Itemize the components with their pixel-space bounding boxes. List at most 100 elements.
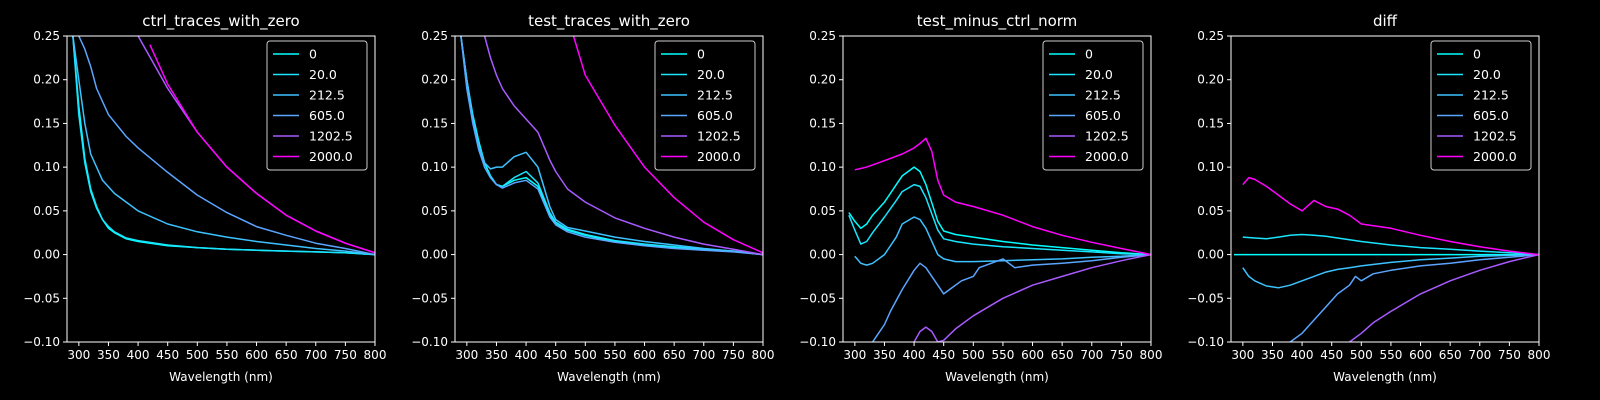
- x-tick-label: 500: [962, 348, 985, 362]
- y-tick-label: 0.05: [33, 204, 60, 218]
- y-tick-label: −0.05: [411, 291, 448, 305]
- y-tick-label: 0.15: [809, 116, 836, 130]
- y-tick-label: 0.20: [809, 73, 836, 87]
- axes-frame: [842, 35, 1152, 343]
- x-tick-label: 400: [515, 348, 538, 362]
- y-tick-label: 0.00: [1197, 248, 1224, 262]
- legend-entry: 0: [697, 47, 705, 62]
- y-tick-label: 0.00: [421, 248, 448, 262]
- y-tick-label: 0.00: [33, 248, 60, 262]
- series-line-212.5: [1242, 253, 1539, 289]
- legend-entry: 1202.5: [697, 129, 741, 144]
- x-tick-label: 350: [97, 348, 120, 362]
- y-tick-label: −0.05: [799, 291, 836, 305]
- y-tick-label: −0.05: [23, 291, 60, 305]
- legend-entry: 2000.0: [1473, 149, 1517, 164]
- chart-title: test_traces_with_zero: [528, 12, 690, 31]
- legend: 0 20.0 212.5 605.0 1202.5 2000.0: [654, 40, 756, 171]
- series-line-20.0: [848, 183, 1151, 256]
- y-tick-label: 0.25: [421, 29, 448, 43]
- series-line-605.0: [871, 253, 1151, 342]
- y-tick-label: 0.20: [421, 73, 448, 87]
- x-tick-label: 700: [692, 348, 715, 362]
- y-tick-label: 0.20: [1197, 73, 1224, 87]
- series-line-1202.5: [483, 36, 763, 256]
- legend-entry: 212.5: [309, 88, 345, 103]
- legend-entry: 212.5: [1473, 88, 1509, 103]
- series-line-605.0: [460, 36, 763, 256]
- axes-frame: [454, 35, 764, 343]
- legend-entry: 20.0: [1085, 67, 1113, 82]
- y-tick-label: 0.00: [809, 248, 836, 262]
- x-tick-label: 600: [1409, 348, 1432, 362]
- chart-panel-3: test_minus_ctrl_norm 300 350 400 450 500 550 60…: [799, 12, 1162, 384]
- chart-panel-2: test_traces_with_zero 300 350 400 450 500 550 6…: [411, 12, 774, 384]
- y-tick-label: 0.20: [33, 73, 60, 87]
- legend-entry: 605.0: [309, 108, 345, 123]
- chart-panel-4: diff 300 350 400 450 500 550 600 650 700 750 800 −0.…: [1187, 12, 1550, 384]
- legend-entry: 605.0: [697, 108, 733, 123]
- axes-frame: [66, 35, 376, 343]
- series-group: [848, 137, 1151, 342]
- y-tick-label: 0.15: [1197, 116, 1224, 130]
- series-line-2000.0: [149, 44, 375, 254]
- x-tick-label: 300: [843, 348, 866, 362]
- x-tick-label: 450: [544, 348, 567, 362]
- legend-entry: 1202.5: [1085, 129, 1129, 144]
- series-line-212.5: [460, 36, 763, 256]
- x-tick-label: 750: [334, 348, 357, 362]
- x-tick-label: 350: [485, 348, 508, 362]
- chart-panel-1: ctrl_traces_with_zero 300 350 400 450 500 550 6…: [23, 12, 386, 384]
- series-line-0: [460, 36, 763, 256]
- legend-entry: 1202.5: [1473, 129, 1517, 144]
- legend-box: [654, 40, 756, 171]
- x-tick-label: 800: [752, 348, 775, 362]
- x-tick-label: 650: [663, 348, 686, 362]
- x-tick-label: 400: [1291, 348, 1314, 362]
- series-line-212.5: [72, 36, 375, 256]
- x-tick-label: 500: [574, 348, 597, 362]
- series-line-2000.0: [854, 137, 1151, 256]
- y-tick-label: 0.05: [809, 204, 836, 218]
- legend-box: [1430, 40, 1532, 171]
- y-tick-label: 0.25: [809, 29, 836, 43]
- x-axis-label: Wavelength (nm): [557, 370, 661, 384]
- series-line-2000.0: [1242, 176, 1539, 256]
- x-tick-label: 550: [215, 348, 238, 362]
- x-tick-label: 700: [304, 348, 327, 362]
- y-tick-label: −0.10: [411, 335, 448, 349]
- legend: 0 20.0 212.5 605.0 1202.5 2000.0: [1042, 40, 1144, 171]
- legend-box: [266, 40, 368, 171]
- y-tick-label: −0.10: [23, 335, 60, 349]
- x-tick-label: 700: [1468, 348, 1491, 362]
- x-tick-label: 750: [1498, 348, 1521, 362]
- y-tick-label: −0.10: [799, 335, 836, 349]
- legend-entry: 605.0: [1473, 108, 1509, 123]
- legend-entry: 20.0: [697, 67, 725, 82]
- y-tick-label: −0.10: [1187, 335, 1224, 349]
- y-tick-label: −0.05: [1187, 291, 1224, 305]
- series-line-20.0: [1242, 233, 1539, 256]
- legend-entry: 20.0: [1473, 67, 1501, 82]
- x-tick-label: 550: [1379, 348, 1402, 362]
- x-tick-label: 400: [127, 348, 150, 362]
- y-tick-label: 0.25: [33, 29, 60, 43]
- x-tick-label: 650: [275, 348, 298, 362]
- chart-title: ctrl_traces_with_zero: [142, 12, 299, 31]
- x-tick-label: 800: [1140, 348, 1163, 362]
- x-axis-label: Wavelength (nm): [945, 370, 1049, 384]
- chart-title: diff: [1373, 12, 1398, 30]
- x-tick-label: 800: [364, 348, 387, 362]
- x-tick-label: 600: [1021, 348, 1044, 362]
- y-tick-label: 0.10: [1197, 160, 1224, 174]
- x-tick-label: 300: [1231, 348, 1254, 362]
- legend-entry: 2000.0: [1085, 149, 1129, 164]
- legend-entry: 212.5: [697, 88, 733, 103]
- x-tick-label: 750: [722, 348, 745, 362]
- y-tick-label: 0.15: [33, 116, 60, 130]
- y-tick-label: 0.10: [809, 160, 836, 174]
- y-tick-label: 0.10: [421, 160, 448, 174]
- x-axis-label: Wavelength (nm): [1333, 370, 1437, 384]
- x-tick-label: 450: [156, 348, 179, 362]
- series-line-605.0: [1289, 253, 1539, 342]
